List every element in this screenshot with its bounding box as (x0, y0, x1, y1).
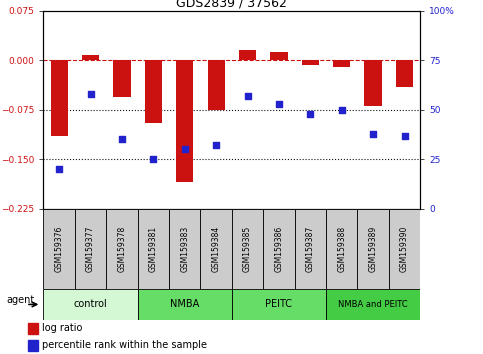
Point (401, 133, 409, 138)
Bar (302, 60, 319, 65)
Text: GSM159386: GSM159386 (274, 225, 284, 272)
Text: GSM159383: GSM159383 (180, 225, 189, 272)
Point (243, 93, 251, 99)
Bar (28, 323, 38, 334)
Text: GSM159388: GSM159388 (337, 225, 346, 272)
Point (150, 156, 157, 162)
Text: GSM159384: GSM159384 (212, 225, 221, 272)
Bar (114, 60, 130, 97)
Text: GSM159389: GSM159389 (369, 225, 378, 272)
Text: control: control (74, 299, 107, 309)
Title: GDS2839 / 37562: GDS2839 / 37562 (176, 0, 287, 10)
Bar (326, 209, 357, 289)
Point (87, 91, 95, 97)
Bar (232, 209, 263, 289)
Bar (396, 60, 413, 87)
Bar (365, 60, 382, 107)
Point (213, 143, 220, 148)
Text: GSM159390: GSM159390 (400, 225, 409, 272)
Bar (51, 60, 68, 136)
Text: agent: agent (7, 295, 35, 305)
Bar (43, 209, 75, 289)
Point (181, 147, 188, 152)
Point (369, 131, 377, 136)
Bar (232, 289, 326, 320)
Point (56, 166, 63, 172)
Bar (138, 209, 169, 289)
Bar (263, 209, 295, 289)
Point (275, 101, 283, 107)
Bar (82, 55, 99, 60)
Point (307, 111, 314, 116)
Bar (75, 209, 106, 289)
Text: NMBA: NMBA (170, 299, 199, 309)
Bar (389, 209, 420, 289)
Text: percentile rank within the sample: percentile rank within the sample (42, 340, 207, 350)
Bar (357, 209, 389, 289)
Bar (138, 289, 232, 320)
Text: log ratio: log ratio (42, 324, 82, 333)
Bar (326, 289, 420, 320)
Point (118, 137, 126, 142)
Bar (176, 60, 193, 182)
Bar (145, 60, 162, 123)
Text: GSM159381: GSM159381 (149, 225, 158, 272)
Bar (295, 209, 326, 289)
Text: NMBA and PEITC: NMBA and PEITC (338, 300, 408, 309)
Text: GSM159376: GSM159376 (55, 225, 64, 272)
Bar (169, 209, 200, 289)
Bar (106, 209, 138, 289)
Bar (43, 289, 138, 320)
Bar (239, 50, 256, 60)
Text: GSM159378: GSM159378 (117, 225, 127, 272)
Bar (200, 209, 232, 289)
Bar (28, 340, 38, 350)
Text: GSM159377: GSM159377 (86, 225, 95, 272)
Point (338, 107, 346, 113)
Text: GSM159387: GSM159387 (306, 225, 315, 272)
Text: PEITC: PEITC (266, 299, 292, 309)
Text: GSM159385: GSM159385 (243, 225, 252, 272)
Bar (208, 60, 225, 110)
Bar (333, 60, 350, 67)
Bar (270, 52, 287, 60)
